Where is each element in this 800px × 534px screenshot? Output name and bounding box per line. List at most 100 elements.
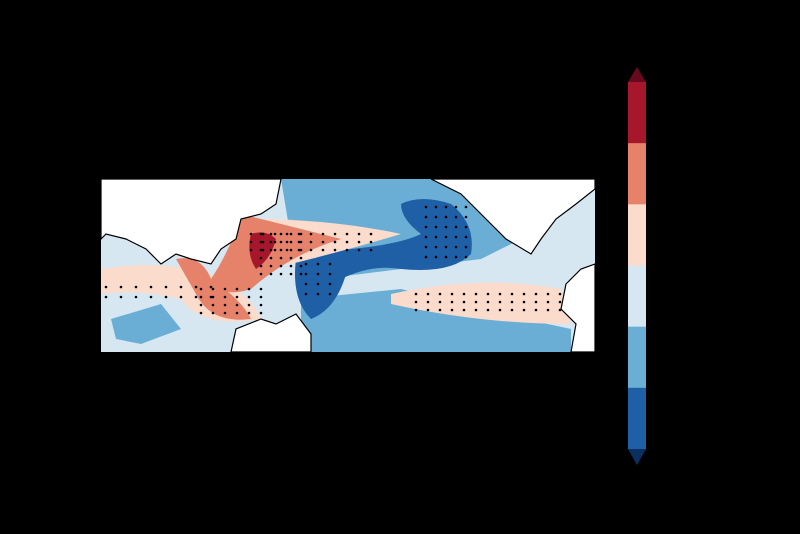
stipple-dot xyxy=(424,205,428,209)
stipple-dot xyxy=(426,300,430,304)
stipple-dot xyxy=(498,292,502,296)
stipple-dot xyxy=(304,282,308,286)
stipple-dot xyxy=(558,292,562,296)
stipple-dot xyxy=(434,215,438,219)
stipple-dot xyxy=(164,285,168,289)
land xyxy=(101,179,595,352)
stipple-dot xyxy=(424,245,428,249)
stipple-dot xyxy=(297,240,301,244)
stipple-dot xyxy=(297,248,301,252)
stipple-dot xyxy=(289,272,293,276)
stipple-dot xyxy=(289,248,293,252)
stipple-dot xyxy=(438,292,442,296)
stipple-dot xyxy=(316,262,320,266)
stipple-dot xyxy=(285,240,289,244)
blue-field-indian xyxy=(111,304,181,344)
stipple-dot xyxy=(462,300,466,304)
stipple-dot xyxy=(194,285,198,289)
stipple-dot xyxy=(510,308,514,312)
stipple-dot xyxy=(534,300,538,304)
stipple-dot xyxy=(164,295,168,299)
stipple-dot xyxy=(357,232,361,236)
stipple-dot xyxy=(438,300,442,304)
stipple-dot xyxy=(247,303,251,307)
stipple-dot xyxy=(450,300,454,304)
stipple-dot xyxy=(546,308,550,312)
stipple-dot xyxy=(261,248,265,252)
stipple-dot xyxy=(297,232,301,236)
stipple-dot xyxy=(345,248,349,252)
colorbar-extend-min xyxy=(628,449,646,465)
stipple-dot xyxy=(179,295,183,299)
stipple-dot xyxy=(534,292,538,296)
stipple-dot xyxy=(269,240,273,244)
stipple-dot xyxy=(424,215,428,219)
anomaly-fields xyxy=(101,179,571,352)
stipple-dot xyxy=(269,248,273,252)
stipple-dot xyxy=(333,232,337,236)
stipple-dot xyxy=(223,311,227,315)
stipple-dot xyxy=(464,255,468,259)
stipple-dot xyxy=(434,235,438,239)
stipple-dot xyxy=(309,240,313,244)
stipple-dot xyxy=(249,240,253,244)
stipple-dot xyxy=(259,287,263,291)
stipple-dot xyxy=(279,232,283,236)
stipple-dot xyxy=(285,232,289,236)
stipple-dot xyxy=(149,285,153,289)
stipple-dot xyxy=(211,303,215,307)
stipple-dot xyxy=(424,255,428,259)
stipple-dot xyxy=(474,292,478,296)
stipple-dot xyxy=(464,205,468,209)
stipple-dot xyxy=(474,308,478,312)
stipple-dot xyxy=(299,248,303,252)
colorbar xyxy=(628,67,646,465)
colorbar-segment xyxy=(628,143,646,205)
stipple-dot xyxy=(247,311,251,315)
stipple-dot xyxy=(522,308,526,312)
stipple-dot xyxy=(444,215,448,219)
stipple-dot xyxy=(209,295,213,299)
stipple-dot xyxy=(444,205,448,209)
stipple-dot xyxy=(289,256,293,260)
stipple-dot xyxy=(259,272,263,276)
stipple-dot xyxy=(279,272,283,276)
stipple-dot xyxy=(498,308,502,312)
stipple-dot xyxy=(434,225,438,229)
stipple-dot xyxy=(259,311,263,315)
stipple-dot xyxy=(498,300,502,304)
stipple-dot xyxy=(510,292,514,296)
stipple-dot xyxy=(279,240,283,244)
stipple-dot xyxy=(454,205,458,209)
colorbar-segment xyxy=(628,204,646,266)
stipple-dot xyxy=(414,292,418,296)
stipple-dot xyxy=(259,248,263,252)
stipple-dot xyxy=(328,282,332,286)
stipple-dot xyxy=(279,264,283,268)
stipple-dot xyxy=(211,311,215,315)
stipple-dot xyxy=(434,205,438,209)
stipple-dot xyxy=(464,215,468,219)
stipple-dot xyxy=(199,311,203,315)
stipple-dot xyxy=(119,295,123,299)
land-asia xyxy=(101,179,282,265)
dark-blue-west xyxy=(295,258,346,319)
stipple-dot xyxy=(261,232,265,236)
stipple-dot xyxy=(486,308,490,312)
stipple-dot xyxy=(369,248,373,252)
stipple-dot xyxy=(235,303,239,307)
stipple-dot xyxy=(273,232,277,236)
stipple-dot xyxy=(289,264,293,268)
stipple-dot xyxy=(104,295,108,299)
land-south-america xyxy=(560,263,595,352)
stipple-dot xyxy=(249,232,253,236)
stipple-dot xyxy=(434,255,438,259)
stipple-dot xyxy=(199,295,203,299)
colorbar-segment xyxy=(628,387,646,450)
stipple-dot xyxy=(345,232,349,236)
stipple-dot xyxy=(522,292,526,296)
stipple-dot xyxy=(235,295,239,299)
colorbar-segment xyxy=(628,265,646,328)
stipple-dot xyxy=(259,232,263,236)
stipple-dot xyxy=(104,285,108,289)
